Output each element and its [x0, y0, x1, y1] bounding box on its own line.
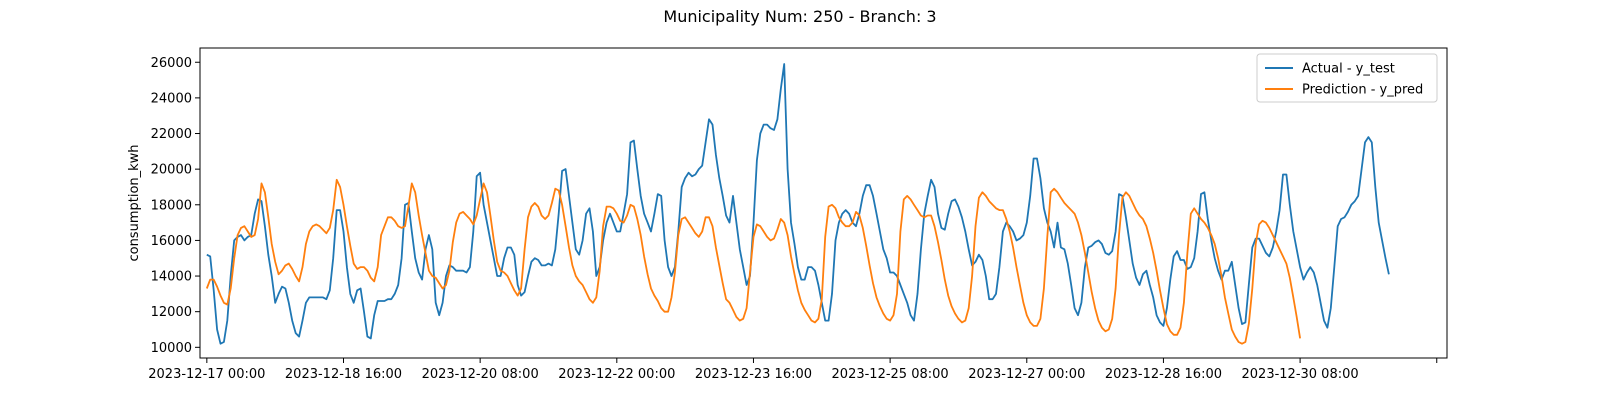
series-line-actual	[206, 63, 1390, 345]
x-tick-label: 2023-12-17 00:00	[148, 367, 265, 382]
x-tick-label: 2023-12-30 08:00	[1242, 367, 1359, 382]
plot-area: 10000 12000 14000 16000 18000 20000 22000 24000…	[127, 47, 1448, 382]
chart-title: Municipality Num: 250 - Branch: 3	[663, 7, 936, 26]
plot-frame	[199, 47, 1448, 359]
x-tick-label: 2023-12-27 00:00	[968, 367, 1085, 382]
y-tick-label: 12000	[151, 305, 192, 320]
x-tick-label: 2023-12-28 16:00	[1105, 367, 1222, 382]
x-tick-label: 2023-12-18 16:00	[285, 367, 402, 382]
x-tick-label: 2023-12-22 00:00	[558, 367, 675, 382]
y-tick-label: 26000	[151, 56, 192, 71]
legend-label-actual: Actual - y_test	[1302, 62, 1395, 77]
x-tick-label: 2023-12-25 08:00	[832, 367, 949, 382]
y-tick-label: 16000	[151, 234, 192, 249]
y-axis-label: consumption_kwh	[127, 144, 142, 261]
y-tick-label: 10000	[151, 341, 192, 356]
y-tick-label: 14000	[151, 270, 192, 285]
y-tick-label: 24000	[151, 91, 192, 106]
legend: Actual - y_test Prediction - y_pred	[1256, 53, 1438, 103]
x-tick-label: 2023-12-20 08:00	[422, 367, 539, 382]
y-tick-label: 18000	[151, 198, 192, 213]
y-tick-label: 22000	[151, 127, 192, 142]
legend-box	[1256, 53, 1438, 103]
series-line-prediction	[205, 178, 1301, 345]
x-tick-label: 2023-12-23 16:00	[695, 367, 812, 382]
legend-label-prediction: Prediction - y_pred	[1302, 83, 1423, 98]
y-tick-label: 20000	[151, 163, 192, 178]
